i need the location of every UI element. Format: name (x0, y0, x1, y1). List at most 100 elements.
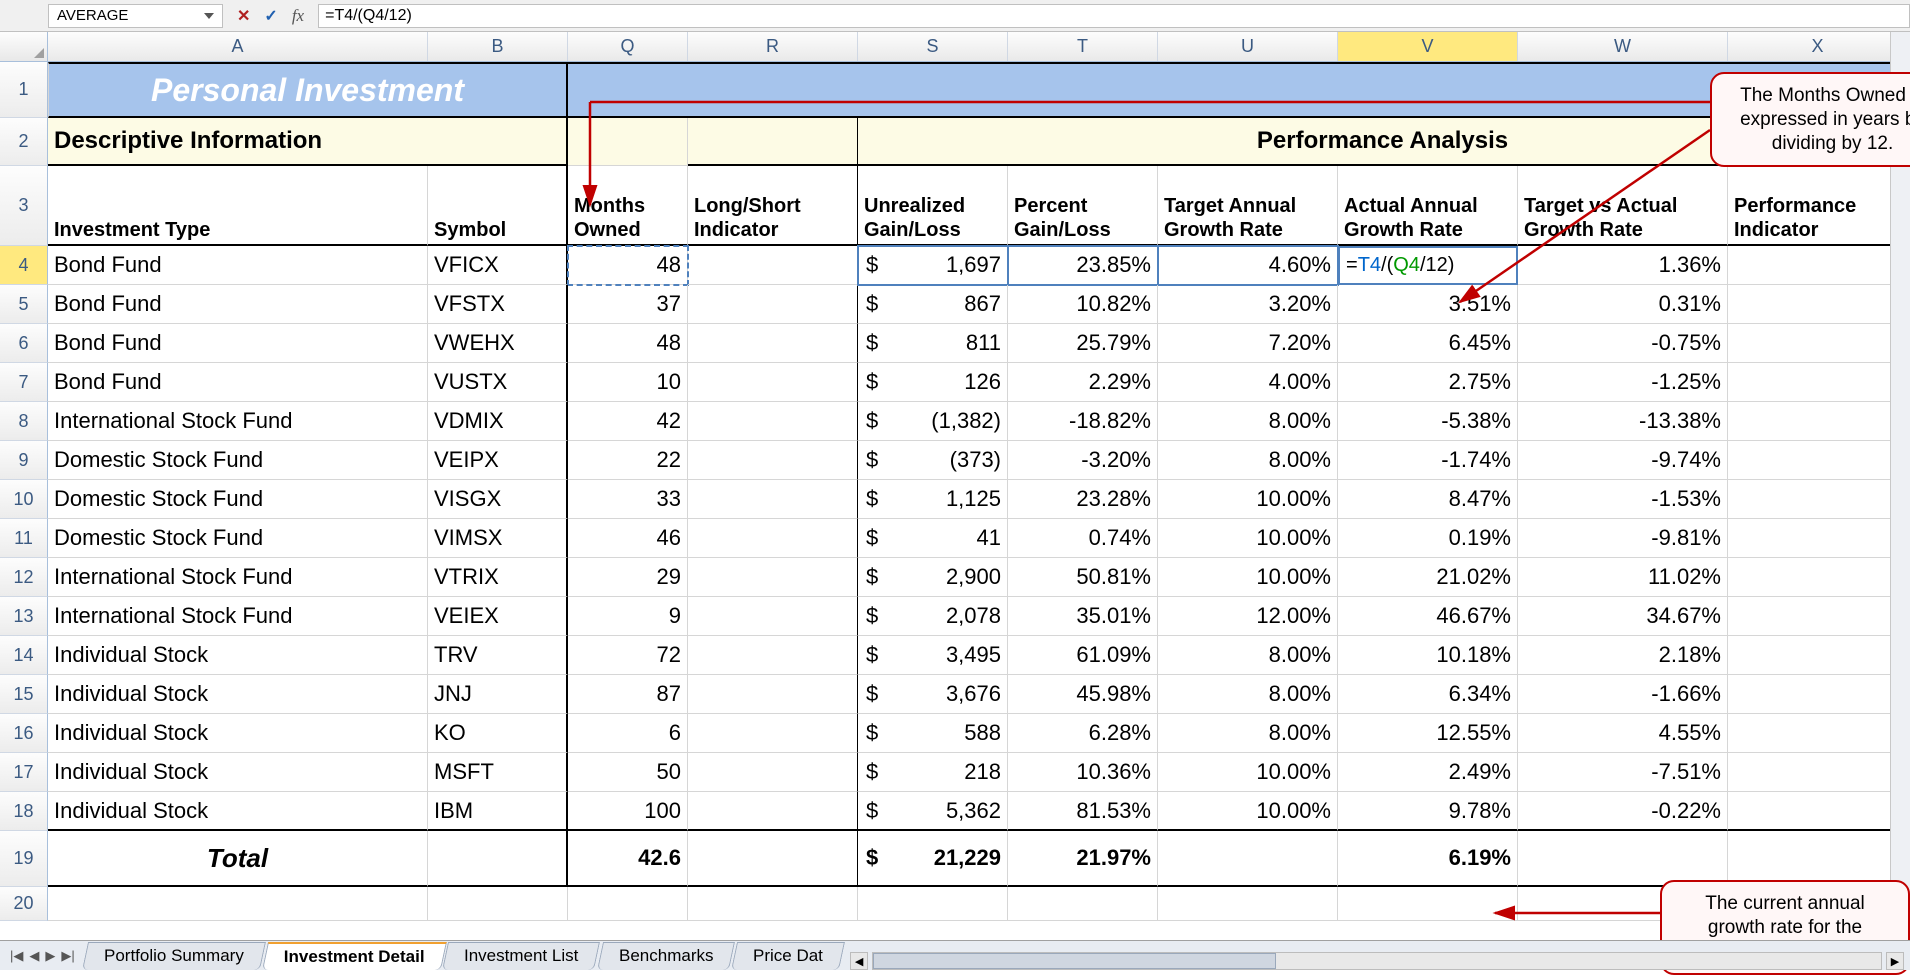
cell-W6[interactable]: -0.75% (1518, 324, 1728, 363)
cell-V6[interactable]: 6.45% (1338, 324, 1518, 363)
tab-nav-first-icon[interactable]: |◀ (10, 948, 23, 964)
total-Q[interactable]: 42.6 (568, 831, 688, 887)
column-header-W[interactable]: W (1518, 32, 1728, 61)
cell-V15[interactable]: 6.34% (1338, 675, 1518, 714)
cell-A16[interactable]: Individual Stock (48, 714, 428, 753)
cell-B7[interactable]: VUSTX (428, 363, 568, 402)
sheet-tab-investment-list[interactable]: Investment List (442, 942, 600, 970)
cell-U12[interactable]: 10.00% (1158, 558, 1338, 597)
cell-V8[interactable]: -5.38% (1338, 402, 1518, 441)
sheet-tab-benchmarks[interactable]: Benchmarks (597, 942, 735, 970)
cell-A15[interactable]: Individual Stock (48, 675, 428, 714)
row-header-17[interactable]: 17 (0, 753, 48, 792)
cell-V18[interactable]: 9.78% (1338, 792, 1518, 831)
cell-R7[interactable] (688, 363, 858, 402)
cell-A5[interactable]: Bond Fund (48, 285, 428, 324)
cell-U17[interactable]: 10.00% (1158, 753, 1338, 792)
row-header-8[interactable]: 8 (0, 402, 48, 441)
cell-X13[interactable] (1728, 597, 1908, 636)
cell-S20[interactable] (858, 887, 1008, 921)
row-header-14[interactable]: 14 (0, 636, 48, 675)
total-T[interactable]: 21.97% (1008, 831, 1158, 887)
total-S[interactable]: $21,229 (858, 831, 1008, 887)
row-header-6[interactable]: 6 (0, 324, 48, 363)
cell-R12[interactable] (688, 558, 858, 597)
cell-T4[interactable]: 23.85% (1008, 246, 1158, 285)
cell-W4[interactable]: 1.36% (1518, 246, 1728, 285)
column-header-V[interactable]: V (1338, 32, 1518, 61)
row-header-15[interactable]: 15 (0, 675, 48, 714)
column-header-T[interactable]: T (1008, 32, 1158, 61)
name-box[interactable]: AVERAGE (48, 4, 223, 28)
tab-nav-last-icon[interactable]: ▶| (61, 948, 74, 964)
column-header-A[interactable]: A (48, 32, 428, 61)
select-all-corner[interactable] (0, 32, 48, 61)
cell-A11[interactable]: Domestic Stock Fund (48, 519, 428, 558)
cell-R9[interactable] (688, 441, 858, 480)
cell-Q20[interactable] (568, 887, 688, 921)
total-B[interactable] (428, 831, 568, 887)
cell-W7[interactable]: -1.25% (1518, 363, 1728, 402)
cell-S6[interactable]: $811 (858, 324, 1008, 363)
cell-Q6[interactable]: 48 (568, 324, 688, 363)
cell-A9[interactable]: Domestic Stock Fund (48, 441, 428, 480)
cell-W16[interactable]: 4.55% (1518, 714, 1728, 753)
cell-B5[interactable]: VFSTX (428, 285, 568, 324)
row-header-1[interactable]: 1 (0, 62, 48, 118)
cell-Q8[interactable]: 42 (568, 402, 688, 441)
cell-U11[interactable]: 10.00% (1158, 519, 1338, 558)
cell-W5[interactable]: 0.31% (1518, 285, 1728, 324)
cell-S10[interactable]: $1,125 (858, 480, 1008, 519)
cell-V9[interactable]: -1.74% (1338, 441, 1518, 480)
cell-Q4[interactable]: 48 (568, 246, 688, 285)
cell-U4[interactable]: 4.60% (1158, 246, 1338, 285)
cell-X11[interactable] (1728, 519, 1908, 558)
active-cell-V4[interactable]: =T4/(Q4/12) (1338, 246, 1518, 285)
cell-Q5[interactable]: 37 (568, 285, 688, 324)
cell-Q7[interactable]: 10 (568, 363, 688, 402)
cell-V11[interactable]: 0.19% (1338, 519, 1518, 558)
total-R[interactable] (688, 831, 858, 887)
cell-W15[interactable]: -1.66% (1518, 675, 1728, 714)
cell-R16[interactable] (688, 714, 858, 753)
cell-X6[interactable] (1728, 324, 1908, 363)
cell-S17[interactable]: $218 (858, 753, 1008, 792)
column-header-S[interactable]: S (858, 32, 1008, 61)
row-header-20[interactable]: 20 (0, 887, 48, 921)
cell-W17[interactable]: -7.51% (1518, 753, 1728, 792)
cell-X12[interactable] (1728, 558, 1908, 597)
cell-Q18[interactable]: 100 (568, 792, 688, 831)
tab-nav-next-icon[interactable]: ▶ (45, 948, 55, 964)
cell-R6[interactable] (688, 324, 858, 363)
cell-B6[interactable]: VWEHX (428, 324, 568, 363)
cell-Q16[interactable]: 6 (568, 714, 688, 753)
cell-T18[interactable]: 81.53% (1008, 792, 1158, 831)
cell-X9[interactable] (1728, 441, 1908, 480)
total-W[interactable] (1518, 831, 1728, 887)
cell-T13[interactable]: 35.01% (1008, 597, 1158, 636)
cell-W8[interactable]: -13.38% (1518, 402, 1728, 441)
cell-T9[interactable]: -3.20% (1008, 441, 1158, 480)
cell-X15[interactable] (1728, 675, 1908, 714)
cell-W10[interactable]: -1.53% (1518, 480, 1728, 519)
cell-R18[interactable] (688, 792, 858, 831)
total-V[interactable]: 6.19% (1338, 831, 1518, 887)
cell-A6[interactable]: Bond Fund (48, 324, 428, 363)
cell-T5[interactable]: 10.82% (1008, 285, 1158, 324)
cell-S5[interactable]: $867 (858, 285, 1008, 324)
cell-Q13[interactable]: 9 (568, 597, 688, 636)
cell-U8[interactable]: 8.00% (1158, 402, 1338, 441)
cell-A17[interactable]: Individual Stock (48, 753, 428, 792)
cell-T16[interactable]: 6.28% (1008, 714, 1158, 753)
fx-icon[interactable]: fx (292, 6, 304, 26)
column-header-R[interactable]: R (688, 32, 858, 61)
cell-B20[interactable] (428, 887, 568, 921)
total-A[interactable]: Total (48, 831, 428, 887)
cell-Q11[interactable]: 46 (568, 519, 688, 558)
row-header-19[interactable]: 19 (0, 831, 48, 887)
cell-S11[interactable]: $41 (858, 519, 1008, 558)
cell-R11[interactable] (688, 519, 858, 558)
cell-V20[interactable] (1338, 887, 1518, 921)
cell-T17[interactable]: 10.36% (1008, 753, 1158, 792)
cell-R5[interactable] (688, 285, 858, 324)
